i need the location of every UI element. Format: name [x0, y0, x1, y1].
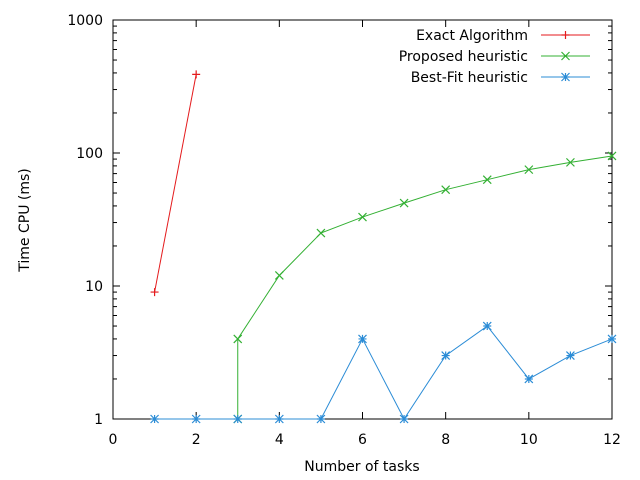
series-line-exact-algorithm [154, 74, 197, 293]
data-point-proposed-heuristic [399, 198, 409, 208]
x-tick-label: 6 [358, 432, 367, 448]
data-point-proposed-heuristic [524, 165, 534, 175]
legend-marker-best-fit-heuristic [561, 72, 570, 82]
legend-label-exact-algorithm: Exact Algorithm [416, 28, 528, 44]
data-point-exact-algorithm [192, 70, 201, 79]
data-point-best-fit-heuristic [524, 374, 534, 384]
data-point-proposed-heuristic [482, 175, 492, 185]
data-point-proposed-heuristic [607, 151, 617, 161]
y-tick-label: 100 [76, 146, 103, 162]
x-tick-label: 8 [441, 432, 450, 448]
legend-label-proposed-heuristic: Proposed heuristic [399, 49, 528, 65]
data-point-best-fit-heuristic [399, 414, 409, 424]
y-axis-label: Time CPU (ms) [17, 168, 33, 272]
data-point-best-fit-heuristic [565, 351, 575, 360]
data-point-best-fit-heuristic [607, 334, 617, 344]
legend-label-best-fit-heuristic: Best-Fit heuristic [411, 70, 528, 86]
ticks: 0 2 4 6 8 10 12 1 10 100 1000 [67, 13, 621, 448]
data-point-best-fit-heuristic [441, 351, 451, 360]
legend: Exact Algorithm Proposed heuristic Best-Fi… [399, 28, 590, 86]
legend-marker-proposed-heuristic [561, 51, 570, 61]
data-point-best-fit-heuristic [150, 414, 160, 424]
data-point-proposed-heuristic [274, 271, 284, 280]
data-point-proposed-heuristic [565, 157, 575, 167]
x-tick-label: 4 [275, 432, 284, 448]
y-tick-label: 1 [94, 412, 103, 428]
data-point-best-fit-heuristic [358, 334, 367, 344]
series-exact-algorithm [150, 70, 201, 297]
x-tick-label: 2 [192, 432, 201, 448]
series-line-proposed-heuristic [237, 155, 613, 419]
y-tick-label: 10 [85, 279, 103, 295]
series-line-best-fit-heuristic [154, 325, 613, 420]
x-axis-label: Number of tasks [304, 459, 419, 475]
plot-frame [112, 19, 613, 420]
series-best-fit-heuristic [150, 321, 617, 424]
x-tick-label: 10 [520, 432, 538, 448]
data-point-best-fit-heuristic [274, 414, 284, 424]
y-tick-label: 1000 [67, 13, 103, 29]
data-point-best-fit-heuristic [233, 414, 243, 424]
data-point-proposed-heuristic [316, 228, 326, 238]
series-layer [150, 70, 617, 424]
data-point-proposed-heuristic [441, 185, 451, 195]
x-tick-label: 0 [109, 432, 118, 448]
data-point-best-fit-heuristic [191, 414, 201, 424]
data-point-proposed-heuristic [358, 212, 367, 222]
data-point-exact-algorithm [150, 288, 159, 297]
data-point-best-fit-heuristic [482, 321, 492, 331]
data-point-proposed-heuristic [233, 334, 243, 344]
series-proposed-heuristic [233, 151, 617, 424]
data-point-best-fit-heuristic [316, 414, 326, 424]
legend-marker-exact-algorithm [561, 31, 570, 39]
x-tick-label: 12 [603, 432, 621, 448]
